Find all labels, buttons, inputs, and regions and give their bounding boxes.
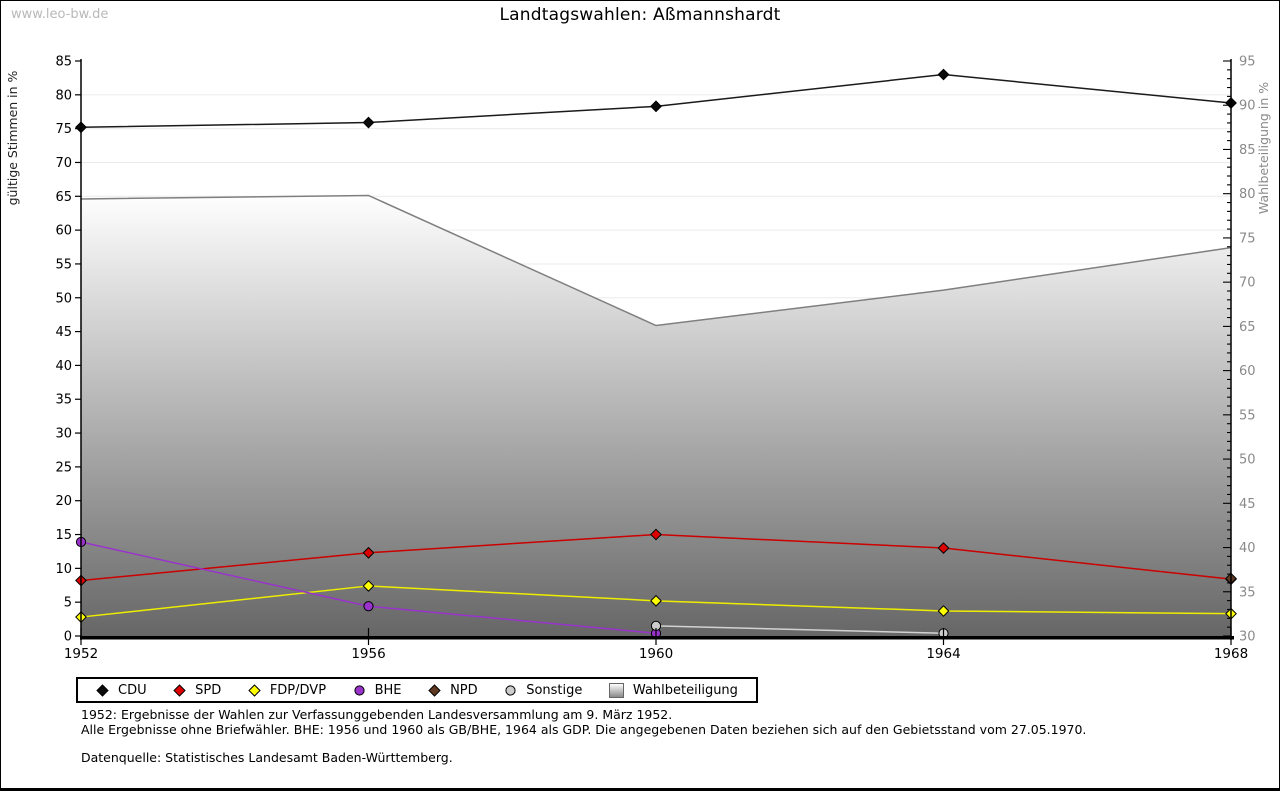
footnotes: 1952: Ergebnisse der Wahlen zur Verfassu…	[81, 707, 1086, 765]
legend-glyph-wahlbeteiligung	[608, 682, 624, 698]
legend-item-spd: SPD	[173, 683, 221, 698]
legend-glyph-spd	[173, 683, 186, 697]
x-tick-label: 1960	[639, 646, 673, 662]
x-tick-label: 1956	[351, 646, 385, 662]
marker-spd	[362, 546, 375, 559]
legend-glyph-fdp-dvp	[248, 683, 261, 697]
y-axis-left-title: gültige Stimmen in %	[5, 70, 20, 205]
left-tick-label: 10	[55, 562, 72, 577]
footnote-source: Datenquelle: Statistisches Landesamt Bad…	[81, 750, 453, 765]
footnote-line-1: 1952: Ergebnisse der Wahlen zur Verfassu…	[81, 707, 673, 722]
x-tick-label: 1952	[64, 646, 98, 662]
left-tick-label: 75	[55, 122, 72, 137]
right-tick-label: 85	[1239, 143, 1256, 158]
legend-item-cdu: CDU	[96, 683, 147, 698]
marker-fdp-dvp	[937, 605, 950, 617]
marker-cdu	[650, 100, 662, 113]
legend-glyph-bhe	[353, 684, 365, 696]
left-tick-label: 20	[55, 494, 72, 509]
left-tick-label: 40	[55, 359, 72, 374]
series-area-wahlbeteiligung	[81, 195, 1231, 636]
legend-item-npd: NPD	[428, 683, 478, 698]
right-tick-label: 35	[1239, 585, 1256, 600]
series-line-sonstige	[655, 625, 944, 635]
legend-label: CDU	[118, 682, 147, 698]
left-tick-label: 5	[64, 596, 72, 611]
right-tick-label: 55	[1239, 408, 1256, 423]
legend-item-sonstige: Sonstige	[504, 683, 582, 698]
legend-glyph-npd	[428, 683, 441, 697]
left-tick-label: 55	[55, 257, 72, 272]
left-tick-label: 15	[55, 528, 72, 543]
legend-label: SPD	[195, 682, 222, 698]
right-tick-label: 70	[1239, 276, 1256, 291]
x-axis	[80, 636, 1234, 640]
marker-spd	[650, 528, 662, 541]
y-axis-right-title: Wahlbeteiligung in %	[1256, 82, 1271, 214]
left-tick-label: 85	[55, 55, 72, 70]
marker-spd	[937, 542, 950, 554]
right-tick-label: 80	[1239, 187, 1256, 202]
right-tick-label: 40	[1239, 541, 1256, 556]
x-tick-label: 1968	[1214, 646, 1248, 662]
legend-label: FDP/DVP	[269, 682, 327, 698]
footnote-line-2: Alle Ergebnisse ohne Briefwähler. BHE: 1…	[81, 722, 1087, 737]
x-tick-label: 1964	[926, 646, 960, 662]
legend-item-bhe: BHE	[353, 683, 402, 698]
legend-label: BHE	[374, 682, 402, 698]
marker-cdu	[937, 68, 950, 81]
right-tick-label: 50	[1239, 453, 1256, 468]
left-tick-label: 45	[55, 325, 72, 340]
right-tick-label: 30	[1239, 630, 1256, 645]
left-tick-label: 80	[55, 88, 72, 103]
legend: CDU SPD FDP/DVP BHE NPD Sonstige Wahlbeteiligu…	[76, 677, 758, 703]
chart-plot-area: 0 5 10 15 20 25 30 35 40 45 50 55 60 65 70 75 80 85 30 35 40…	[5, 55, 1271, 663]
marker-fdp-dvp	[650, 594, 662, 607]
right-tick-label: 60	[1239, 364, 1256, 379]
legend-item-fdp-dvp: FDP/DVP	[248, 683, 326, 698]
right-tick-label: 65	[1239, 320, 1256, 335]
legend-label: Wahlbeteiligung	[632, 682, 738, 698]
right-tick-label: 75	[1239, 231, 1256, 246]
legend-glyph-cdu	[96, 683, 109, 697]
left-tick-label: 50	[55, 291, 72, 306]
right-tick-label: 45	[1239, 497, 1256, 512]
left-tick-label: 65	[55, 190, 72, 205]
marker-cdu	[362, 116, 375, 129]
left-tick-label: 60	[55, 224, 72, 239]
left-tick-label: 35	[55, 393, 72, 408]
left-tick-label: 0	[64, 630, 72, 645]
left-tick-label: 70	[55, 156, 72, 171]
legend-item-wahlbeteiligung: Wahlbeteiligung	[608, 682, 738, 698]
legend-label: NPD	[450, 682, 478, 698]
right-tick-label: 95	[1239, 55, 1256, 70]
legend-label: Sonstige	[526, 682, 583, 698]
marker-fdp-dvp	[362, 580, 375, 592]
marker-bhe	[363, 601, 374, 612]
left-tick-label: 30	[55, 427, 72, 442]
watermark: www.leo-bw.de	[11, 7, 109, 22]
page-title: Landtagswahlen: Aßmannshardt	[499, 5, 781, 25]
series-boundary-wahlbeteiligung	[80, 194, 1232, 327]
right-tick-label: 90	[1239, 99, 1256, 114]
left-tick-label: 25	[55, 460, 72, 475]
legend-glyph-sonstige	[505, 684, 516, 696]
